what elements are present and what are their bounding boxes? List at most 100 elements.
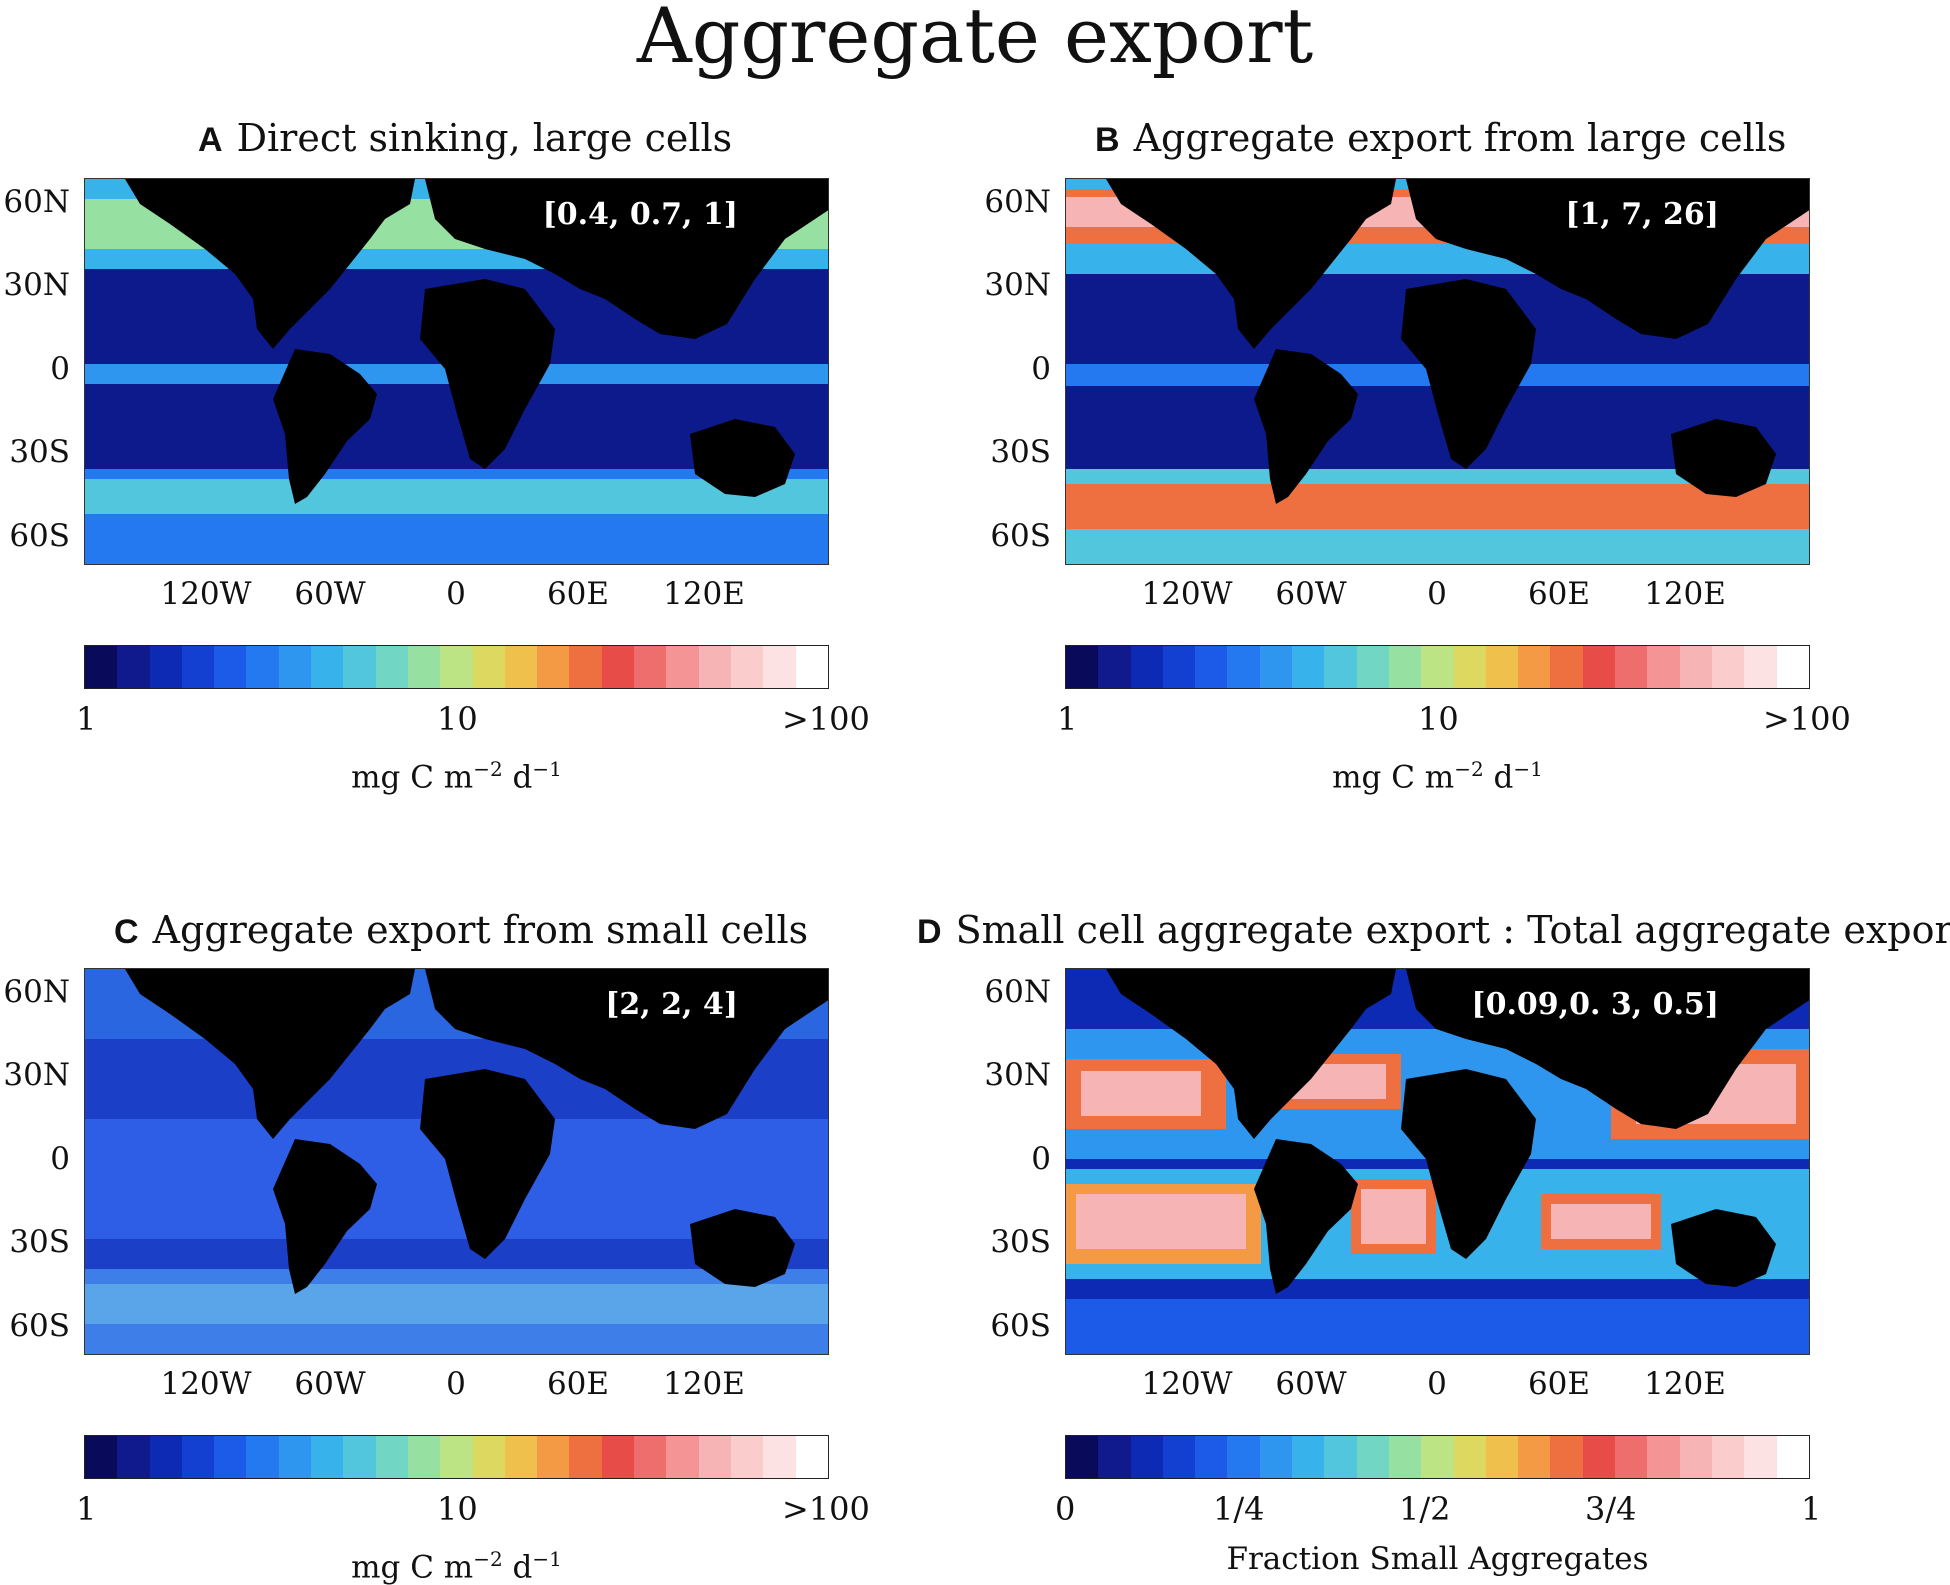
ocean-band xyxy=(1361,1189,1426,1244)
panel-title-text: Aggregate export from small cells xyxy=(152,908,809,952)
colorbar-swatch xyxy=(1550,646,1583,688)
colorbar-tick: 10 xyxy=(437,700,478,738)
colorbar-swatch xyxy=(537,646,570,688)
colorbar-swatch xyxy=(601,646,635,688)
unit-exponent: −2 xyxy=(1454,757,1484,781)
lon-label: 120W xyxy=(1141,1366,1233,1402)
export-map: [1, 7, 26] xyxy=(1065,178,1810,565)
unit-exponent: −1 xyxy=(532,757,562,781)
lon-label: 0 xyxy=(446,1366,466,1402)
lat-label: 0 xyxy=(50,1141,70,1177)
colorbar-swatch xyxy=(1582,646,1616,688)
lon-label: 120W xyxy=(160,1366,252,1402)
panel-b: B Aggregate export from large cells 60N 3… xyxy=(981,0,1950,794)
unit-text: mg C m xyxy=(351,1549,474,1585)
colorbar-swatch xyxy=(246,1436,279,1478)
colorbar-swatch xyxy=(1776,1436,1809,1478)
lat-label: 60S xyxy=(990,518,1051,554)
colorbar-swatch xyxy=(795,1436,828,1478)
ocean-band xyxy=(1066,1299,1809,1354)
map-canvas xyxy=(85,179,828,564)
colorbar-swatch xyxy=(181,1436,215,1478)
panel-letter: D xyxy=(917,913,942,951)
unit-text: d xyxy=(502,759,533,796)
land-mass xyxy=(1671,419,1776,497)
ocean-band xyxy=(85,479,828,514)
colorbar-swatch xyxy=(1388,646,1422,688)
colorbar-swatch xyxy=(504,1436,538,1478)
lon-label: 60E xyxy=(1527,1366,1591,1402)
ocean-band xyxy=(1066,484,1809,529)
lon-label: 0 xyxy=(1427,1366,1447,1402)
colorbar xyxy=(84,645,829,689)
colorbar-swatch xyxy=(1550,1436,1583,1478)
lat-label: 60N xyxy=(3,974,70,1010)
panel-d: D Small cell aggregate export : Total agg… xyxy=(917,790,1950,1580)
colorbar-swatch xyxy=(472,646,505,688)
colorbar-tick: 1/4 xyxy=(1213,1490,1265,1528)
colorbar-swatch xyxy=(1744,1436,1777,1478)
colorbar-label: mg C m−2 d−1 xyxy=(84,752,829,794)
panel-letter: C xyxy=(114,913,139,951)
colorbar-swatch xyxy=(343,1436,376,1478)
colorbar-swatch xyxy=(1066,646,1099,688)
export-map: [2, 2, 4] xyxy=(84,968,829,1355)
colorbar-swatch xyxy=(504,646,538,688)
colorbar-swatch xyxy=(278,646,312,688)
stats-label: [0.09,0. 3, 0.5] xyxy=(1471,987,1719,1022)
colorbar xyxy=(1065,1435,1810,1479)
colorbar-swatch xyxy=(730,646,764,688)
colorbar-swatch xyxy=(1098,1436,1131,1478)
lon-label: 60W xyxy=(1275,576,1347,612)
colorbar-swatch xyxy=(407,646,441,688)
colorbar-swatch xyxy=(1292,1436,1325,1478)
land-mass xyxy=(425,969,828,1129)
lon-label: 120E xyxy=(663,576,745,612)
colorbar-swatch xyxy=(1356,646,1389,688)
colorbar-swatch xyxy=(1227,1436,1260,1478)
panel-c: C Aggregate export from small cells 60N 3… xyxy=(0,790,975,1584)
colorbar-swatch xyxy=(1324,1436,1357,1478)
panel-a: A Direct sinking, large cells 60N 30N 0 3… xyxy=(0,0,975,794)
land-mass xyxy=(425,179,828,339)
ocean-band xyxy=(1081,1071,1201,1116)
land-mass xyxy=(690,1209,795,1287)
colorbar-tick: >100 xyxy=(782,1490,870,1528)
colorbar-swatch xyxy=(1485,1436,1519,1478)
colorbar-swatch xyxy=(1130,1436,1163,1478)
unit-exponent: −1 xyxy=(1513,757,1543,781)
colorbar-swatch xyxy=(1582,1436,1616,1478)
colorbar-swatch xyxy=(375,1436,408,1478)
land-mass xyxy=(1406,179,1809,339)
unit-text: d xyxy=(502,1549,533,1585)
colorbar-swatch xyxy=(1647,1436,1680,1478)
colorbar-swatch xyxy=(472,1436,505,1478)
land-mass xyxy=(690,419,795,497)
land-mass xyxy=(1254,1139,1358,1294)
panel-title: A Direct sinking, large cells xyxy=(198,118,732,160)
colorbar-tick: 1 xyxy=(1057,700,1078,738)
colorbar-tick: 3/4 xyxy=(1585,1490,1637,1528)
map-canvas xyxy=(85,969,828,1354)
colorbar-swatch xyxy=(1162,646,1196,688)
land-mass xyxy=(273,349,377,504)
colorbar-swatch xyxy=(246,646,279,688)
unit-exponent: −1 xyxy=(532,1547,562,1571)
unit-exponent: −2 xyxy=(473,757,503,781)
lat-label: 30N xyxy=(3,1057,70,1093)
export-map: [0.4, 0.7, 1] xyxy=(84,178,829,565)
lon-label: 0 xyxy=(1427,576,1447,612)
colorbar-swatch xyxy=(311,646,344,688)
export-map: [0.09,0. 3, 0.5] xyxy=(1065,968,1810,1355)
lat-label: 30N xyxy=(984,267,1051,303)
ocean-band xyxy=(1076,1194,1246,1249)
colorbar-tick: 1 xyxy=(76,700,97,738)
panel-title: C Aggregate export from small cells xyxy=(114,910,808,952)
lon-label: 120E xyxy=(1644,1366,1726,1402)
colorbar-swatch xyxy=(1615,646,1648,688)
colorbar-swatch xyxy=(730,1436,764,1478)
colorbar-label: mg C m−2 d−1 xyxy=(1065,752,1810,794)
land-mass xyxy=(1401,1069,1536,1259)
land-mass xyxy=(125,179,415,349)
colorbar-tick: 0 xyxy=(1055,1490,1076,1528)
